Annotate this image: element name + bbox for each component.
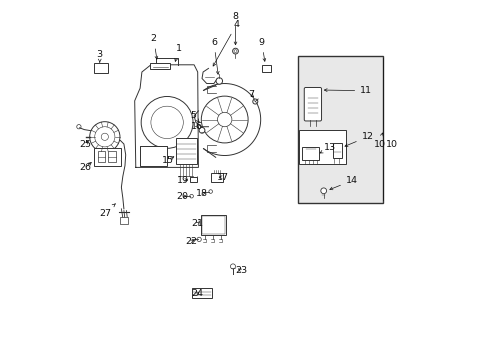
Bar [202,216,224,234]
Text: 4: 4 [213,20,239,66]
Text: 10: 10 [385,140,397,149]
Text: 3: 3 [97,50,102,62]
Circle shape [252,99,257,104]
Text: 17: 17 [217,173,228,182]
Circle shape [320,188,326,194]
Text: 6: 6 [210,38,219,74]
Circle shape [201,96,247,143]
Bar [332,143,341,158]
Text: 13: 13 [320,143,336,153]
Bar [261,65,270,72]
Text: 20: 20 [176,192,188,201]
Polygon shape [134,65,198,167]
Bar [299,130,346,164]
Circle shape [230,264,235,269]
Bar [98,151,104,162]
Text: 19: 19 [177,176,189,185]
Text: 24: 24 [191,289,203,298]
Bar [120,217,128,224]
Bar [94,63,107,73]
Text: 5: 5 [190,111,199,122]
Bar [94,148,121,166]
Text: 1: 1 [174,44,182,62]
Bar [176,138,197,164]
Circle shape [141,96,193,148]
Bar [150,63,170,69]
Text: 10: 10 [373,133,385,149]
Text: 15: 15 [162,156,174,165]
Circle shape [216,78,222,84]
Text: 25: 25 [79,140,91,149]
Text: 16: 16 [191,122,203,131]
Bar [140,146,167,166]
Circle shape [199,127,204,133]
Circle shape [89,122,120,152]
Text: 18: 18 [196,189,207,198]
Circle shape [232,48,238,54]
Bar [201,215,225,235]
Text: 21: 21 [191,220,203,229]
Text: 12: 12 [344,132,373,147]
Text: 26: 26 [79,162,91,172]
Text: 7: 7 [247,90,253,99]
Text: 22: 22 [185,237,197,246]
Text: 14: 14 [329,176,357,190]
Bar [297,56,383,203]
Text: 2: 2 [150,35,158,59]
Bar [108,151,115,162]
Text: 8: 8 [232,12,238,45]
Bar [190,177,197,182]
Text: 11: 11 [324,86,371,95]
FancyBboxPatch shape [304,87,321,121]
Text: 23: 23 [235,266,247,275]
Bar [302,147,319,160]
Bar [211,173,223,182]
Bar [192,288,212,298]
Text: 9: 9 [258,38,265,61]
Text: 27: 27 [99,204,115,217]
